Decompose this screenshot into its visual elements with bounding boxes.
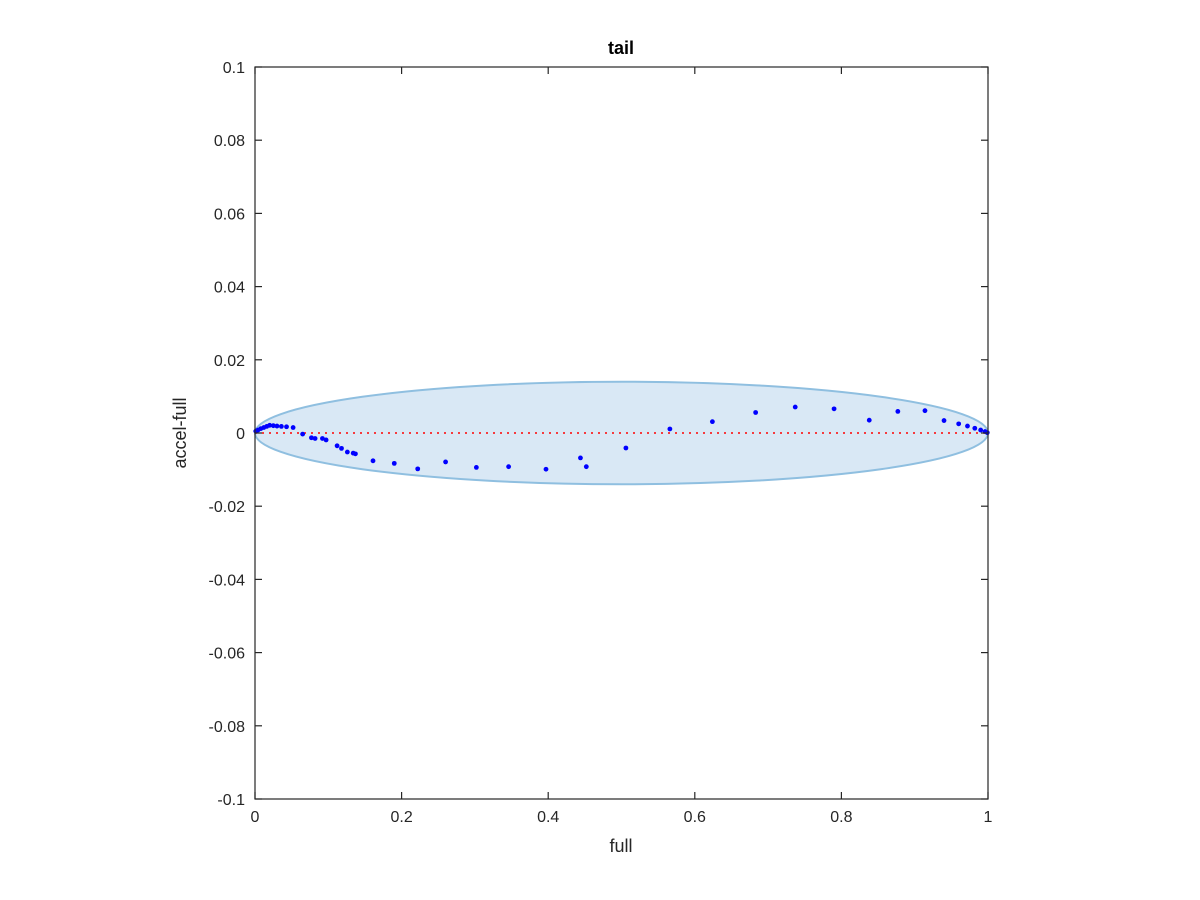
y-tick-label: -0.02 (209, 499, 246, 516)
data-point (895, 409, 901, 414)
data-point (290, 425, 296, 430)
y-tick-label: 0 (236, 426, 245, 443)
data-point (312, 436, 318, 441)
y-tick-label: -0.08 (209, 719, 246, 736)
data-point (320, 436, 325, 441)
data-point (831, 406, 837, 412)
x-tick-label: 0.8 (830, 809, 852, 826)
x-axis-ticks: 0 0.2 0.4 0.6 0.8 1 (251, 67, 993, 826)
data-point (391, 460, 397, 466)
data-point (956, 421, 962, 427)
y-tick-label: 0.06 (214, 206, 245, 223)
data-point (506, 464, 512, 470)
data-point (583, 464, 589, 470)
y-tick-label: 0.1 (223, 60, 245, 77)
data-point (667, 426, 673, 432)
y-tick-label: -0.06 (209, 646, 246, 663)
data-point (267, 422, 273, 428)
x-tick-label: 1 (984, 809, 993, 826)
data-point (543, 466, 549, 472)
y-tick-label: -0.1 (217, 792, 245, 809)
data-point (353, 451, 358, 457)
y-tick-label: -0.04 (209, 572, 246, 589)
data-points (253, 404, 990, 472)
data-point (443, 459, 448, 465)
data-point (415, 466, 421, 472)
data-point (334, 443, 340, 449)
x-tick-label: 0.6 (684, 809, 706, 826)
x-tick-label: 0.2 (390, 809, 412, 826)
data-point (344, 449, 350, 455)
x-tick-label: 0.4 (537, 809, 559, 826)
data-point (270, 423, 276, 429)
data-point (284, 424, 289, 430)
data-point (473, 465, 479, 470)
data-point (972, 425, 978, 431)
data-point (753, 410, 759, 415)
data-point (309, 435, 314, 441)
data-point (370, 458, 376, 464)
chart-title: tail (608, 38, 634, 58)
data-point (941, 418, 947, 423)
data-point (866, 417, 872, 423)
data-point (965, 423, 970, 429)
y-tick-label: 0.02 (214, 353, 245, 370)
y-axis-ticks: 0.1 0.08 0.06 0.04 0.02 0 -0.02 -0.04 -0.06 -0.08… (209, 60, 988, 809)
data-point (623, 445, 629, 451)
data-point (978, 427, 984, 433)
y-tick-label: 0.08 (214, 133, 245, 150)
data-point (274, 423, 280, 429)
data-point (300, 431, 306, 437)
x-tick-label: 0 (251, 809, 260, 826)
data-point (922, 408, 928, 414)
data-point (278, 424, 284, 429)
data-point (339, 445, 344, 451)
data-point (323, 437, 329, 443)
x-axis-label: full (609, 836, 632, 856)
data-point (792, 404, 798, 410)
y-tick-label: 0.04 (214, 280, 245, 297)
y-axis-label: accel-full (170, 397, 190, 468)
data-point (578, 455, 583, 461)
data-point (709, 419, 715, 425)
